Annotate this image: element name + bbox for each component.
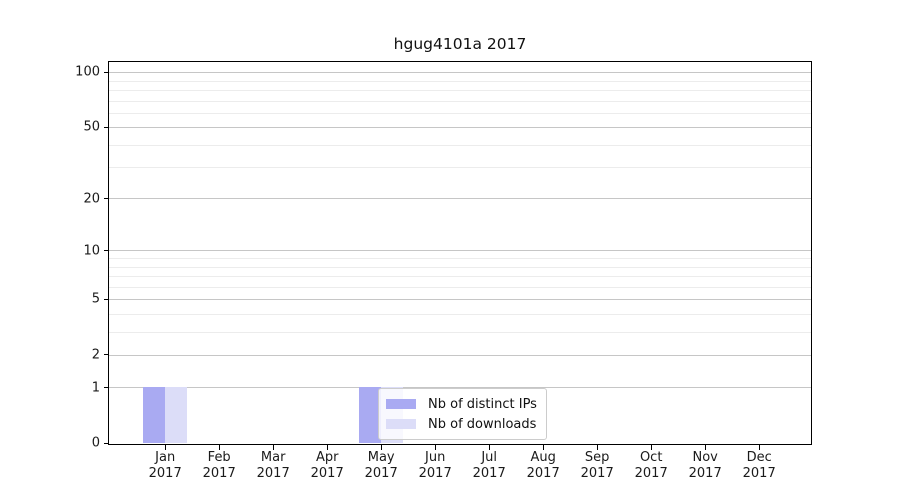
y-tick-label: 50 xyxy=(83,119,100,135)
minor-gridline xyxy=(109,100,811,102)
x-tick-label-year: 2017 xyxy=(580,465,614,481)
x-tick-mark xyxy=(218,445,220,450)
x-tick-label-month: Feb xyxy=(207,450,231,465)
x-tick-label: Mar 2017 xyxy=(241,450,305,481)
chart-title: hgug4101a 2017 xyxy=(393,35,527,53)
minor-gridline xyxy=(109,89,811,91)
y-tick-label: 1 xyxy=(91,380,100,395)
x-tick-label: Aug 2017 xyxy=(511,450,575,481)
y-tick-label: 100 xyxy=(75,64,100,80)
minor-gridline xyxy=(109,144,811,146)
minor-gridline xyxy=(109,266,811,268)
x-tick-label: Feb 2017 xyxy=(187,450,251,481)
x-tick-label-year: 2017 xyxy=(472,465,506,481)
x-tick-label-month: Dec xyxy=(746,450,772,465)
x-tick-label-month: Sep xyxy=(584,450,610,465)
x-tick-mark xyxy=(434,445,436,450)
x-tick-mark xyxy=(758,445,760,450)
major-gridline xyxy=(109,354,811,356)
x-tick-label-month: Jan xyxy=(155,450,176,465)
x-tick-label-year: 2017 xyxy=(256,465,290,481)
x-tick-label-year: 2017 xyxy=(310,465,344,481)
y-tick-mark xyxy=(103,198,108,200)
x-tick-label-month: Jun xyxy=(425,450,446,465)
minor-gridline xyxy=(109,331,811,333)
major-gridline xyxy=(109,299,811,300)
minor-gridline xyxy=(109,167,811,169)
minor-gridline xyxy=(109,112,811,114)
major-gridline xyxy=(109,387,811,389)
minor-gridline xyxy=(109,286,811,288)
legend-swatch xyxy=(386,399,416,409)
legend: Nb of distinct IPs Nb of downloads xyxy=(378,388,547,440)
y-tick-mark xyxy=(103,354,108,356)
x-tick-label: Jul 2017 xyxy=(457,450,521,481)
x-tick-label: Dec 2017 xyxy=(727,450,791,481)
x-tick-mark xyxy=(380,445,382,450)
legend-swatch xyxy=(386,419,416,429)
y-tick-label: 2 xyxy=(91,347,100,363)
x-tick-label-month: Jul xyxy=(481,450,498,465)
x-tick-label-year: 2017 xyxy=(526,465,560,481)
y-tick-mark xyxy=(103,249,108,252)
x-tick-label-year: 2017 xyxy=(634,465,668,481)
x-tick-label-year: 2017 xyxy=(148,465,182,481)
legend-label: Nb of distinct IPs xyxy=(428,396,537,412)
x-tick-label: Apr 2017 xyxy=(295,450,359,481)
y-tick-mark xyxy=(103,298,108,300)
y-tick-label: 20 xyxy=(83,191,100,207)
x-tick-mark xyxy=(650,445,652,450)
x-tick-label-month: Apr xyxy=(315,450,339,465)
major-gridline xyxy=(109,250,811,252)
x-tick-label: Jun 2017 xyxy=(403,450,467,481)
bar-nb-of-downloads-jan xyxy=(165,387,187,443)
y-tick-label: 0 xyxy=(91,435,100,451)
bar-nb-of-distinct-ips-may xyxy=(359,387,381,443)
y-tick-mark xyxy=(103,442,108,444)
major-gridline xyxy=(109,127,811,129)
y-tick-mark xyxy=(103,126,108,128)
x-tick-label: Oct 2017 xyxy=(619,450,683,481)
x-tick-label-year: 2017 xyxy=(742,465,776,481)
minor-gridline xyxy=(109,258,811,259)
x-tick-mark xyxy=(326,445,328,450)
x-tick-mark xyxy=(488,445,490,450)
minor-gridline xyxy=(109,275,811,277)
x-tick-label-year: 2017 xyxy=(418,465,452,481)
y-tick-mark xyxy=(103,386,108,389)
x-tick-label-year: 2017 xyxy=(364,465,398,481)
minor-gridline xyxy=(109,313,811,315)
y-tick-mark xyxy=(103,71,108,73)
x-tick-mark xyxy=(272,445,274,450)
major-gridline xyxy=(109,198,811,200)
x-tick-label-month: Oct xyxy=(639,450,663,465)
bar-nb-of-distinct-ips-jan xyxy=(143,387,165,443)
y-tick-label: 5 xyxy=(91,291,100,307)
x-tick-label-month: May xyxy=(367,450,395,465)
x-tick-mark xyxy=(542,445,544,450)
x-tick-label: Sep 2017 xyxy=(565,450,629,481)
x-tick-label: Nov 2017 xyxy=(673,450,737,481)
x-tick-mark xyxy=(164,445,166,450)
major-gridline xyxy=(109,72,811,74)
minor-gridline xyxy=(109,80,811,82)
legend-item: Nb of distinct IPs xyxy=(386,396,537,412)
x-tick-mark xyxy=(704,445,706,450)
x-tick-label: May 2017 xyxy=(349,450,413,481)
y-tick-label: 10 xyxy=(83,243,100,258)
x-tick-label-year: 2017 xyxy=(688,465,722,481)
x-tick-label-month: Aug xyxy=(530,450,556,465)
x-tick-label-month: Mar xyxy=(260,450,286,465)
legend-item: Nb of downloads xyxy=(386,416,537,432)
x-tick-mark xyxy=(596,445,598,450)
x-tick-label-year: 2017 xyxy=(202,465,236,481)
plot-area: Nb of distinct IPs Nb of downloads xyxy=(108,61,812,445)
legend-label: Nb of downloads xyxy=(428,416,537,432)
x-tick-label: Jan 2017 xyxy=(133,450,197,481)
x-tick-label-month: Nov xyxy=(692,450,718,465)
